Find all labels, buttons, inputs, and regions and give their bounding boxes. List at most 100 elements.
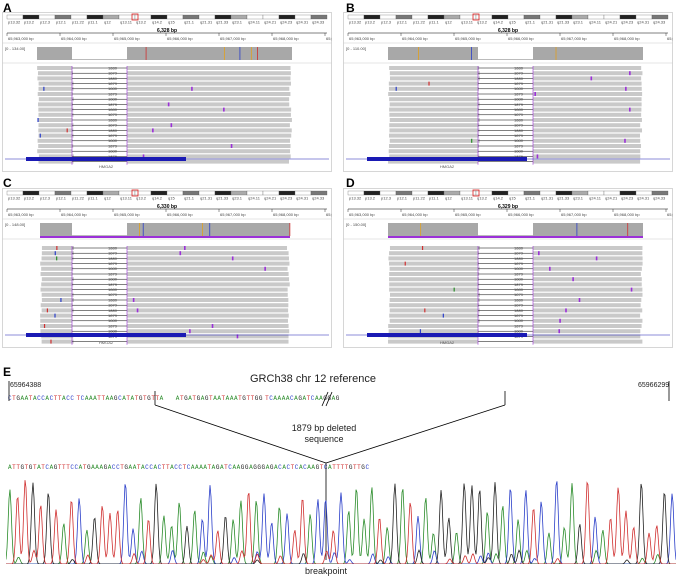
ruler-label: 65,965,000 bp bbox=[114, 212, 140, 217]
read-left bbox=[38, 133, 74, 138]
deletion-size-label: 1879 bbox=[108, 123, 118, 128]
base: T bbox=[101, 395, 106, 402]
cytoband-label: p13.32 bbox=[8, 196, 21, 201]
base: G bbox=[240, 464, 245, 471]
cytoband-label: p13.32 bbox=[8, 20, 21, 25]
insertion-mark bbox=[558, 329, 561, 334]
base: T bbox=[28, 395, 33, 402]
ruler-label: 65,969,000 bp bbox=[326, 36, 332, 41]
read-right bbox=[533, 324, 642, 328]
base: C bbox=[278, 464, 283, 471]
mismatch-mark bbox=[395, 86, 397, 91]
cytoband bbox=[539, 190, 557, 196]
read-right bbox=[533, 159, 641, 164]
insertion-mark bbox=[629, 71, 631, 76]
cytoband-label: q24.33 bbox=[312, 20, 325, 25]
cytoband-label: q21.31 bbox=[541, 196, 554, 201]
ruler-label: 65,967,000 bp bbox=[561, 212, 587, 217]
cytoband-label: q12 bbox=[445, 196, 452, 201]
base: T bbox=[12, 395, 17, 402]
read-right bbox=[127, 81, 291, 86]
read-left bbox=[389, 246, 480, 250]
read-right bbox=[533, 298, 642, 302]
base: A bbox=[225, 395, 230, 402]
insertion-mark bbox=[142, 154, 145, 159]
cytoband-label: q24.31 bbox=[637, 20, 650, 25]
read-right bbox=[533, 86, 642, 91]
read-right bbox=[533, 123, 641, 128]
base: A bbox=[219, 464, 225, 471]
insertion-mark bbox=[170, 123, 173, 128]
coverage-range: [0 - 110.00] bbox=[346, 46, 366, 51]
cytoband bbox=[619, 14, 637, 20]
deletion-size-label: 1880 bbox=[514, 138, 524, 143]
base: G bbox=[20, 464, 25, 471]
panel-letter-b: B bbox=[346, 1, 355, 15]
split-read-bar bbox=[388, 236, 643, 238]
read-right bbox=[533, 256, 643, 261]
deletion-size-label: 1880 bbox=[514, 128, 524, 133]
coverage-range: [0 - 148.00] bbox=[5, 222, 25, 227]
read-right bbox=[533, 318, 643, 323]
cytoband bbox=[619, 190, 637, 196]
sample-sequence: ATTGTGTATCAGTTTCCATGAAAGACCTGAATACCACTTA… bbox=[8, 464, 370, 471]
cytoband-label: q14.2 bbox=[152, 196, 163, 201]
cytoband-label: q24.21 bbox=[264, 196, 277, 201]
read-left bbox=[389, 298, 480, 302]
read-left bbox=[37, 66, 73, 70]
cytoband bbox=[86, 190, 104, 196]
cytoband bbox=[523, 190, 541, 196]
base: G bbox=[253, 464, 258, 471]
read-left bbox=[388, 81, 479, 86]
cytoband-label: q13.11 bbox=[120, 20, 133, 25]
read-right bbox=[533, 287, 643, 292]
base: T bbox=[209, 395, 214, 402]
cytoband bbox=[571, 190, 589, 196]
deletion-size-label: 1879 bbox=[514, 123, 524, 128]
insertion-mark bbox=[624, 138, 626, 143]
deletion-size-label: 1879 bbox=[108, 251, 118, 256]
deletion-size-label: 1880 bbox=[108, 308, 118, 313]
read-right bbox=[127, 318, 288, 323]
reference-title: GRCh38 chr 12 reference bbox=[250, 373, 376, 385]
deletion-size-label: 1880 bbox=[514, 97, 524, 102]
cytoband-label: q13.11 bbox=[120, 196, 133, 201]
cytoband bbox=[363, 190, 381, 196]
read-right bbox=[533, 118, 642, 122]
base: T bbox=[340, 464, 345, 471]
cytoband bbox=[310, 190, 328, 196]
cytoband-label: q21.33 bbox=[557, 196, 570, 201]
cytoband bbox=[182, 14, 200, 20]
deletion-size-label: 1879 bbox=[108, 112, 118, 117]
read-right bbox=[127, 112, 291, 117]
read-left bbox=[389, 282, 480, 287]
cytoband bbox=[379, 14, 397, 20]
base: T bbox=[265, 395, 270, 402]
cytoband bbox=[38, 14, 56, 20]
deleted-sequence-label: 1879 bp deleted sequence bbox=[291, 423, 357, 444]
cytoband bbox=[294, 190, 312, 196]
base: A bbox=[190, 464, 196, 471]
base: G bbox=[124, 464, 129, 471]
read-left bbox=[41, 282, 74, 287]
read-left bbox=[389, 287, 480, 292]
base: A bbox=[233, 395, 239, 402]
cytoband bbox=[507, 190, 525, 196]
cytoband-label: p11.1 bbox=[88, 20, 98, 25]
base: T bbox=[97, 395, 102, 402]
base: G bbox=[204, 395, 210, 402]
mismatch-mark bbox=[453, 287, 455, 292]
ruler-label: 65,963,000 bp bbox=[349, 36, 375, 41]
read-right bbox=[127, 277, 290, 282]
read-right bbox=[127, 298, 289, 302]
mismatch-mark bbox=[66, 128, 68, 133]
insertion-mark bbox=[223, 107, 225, 112]
cytoband bbox=[603, 190, 621, 196]
deletion-size-label: 1880 bbox=[514, 277, 524, 282]
cytoband-label: p11.22 bbox=[72, 196, 85, 201]
read-left bbox=[389, 277, 480, 282]
deletion-size-label: 1879 bbox=[108, 282, 118, 287]
cytoband bbox=[22, 190, 40, 196]
ruler-label: 65,968,000 bp bbox=[614, 36, 640, 41]
insertion-mark bbox=[152, 128, 154, 133]
